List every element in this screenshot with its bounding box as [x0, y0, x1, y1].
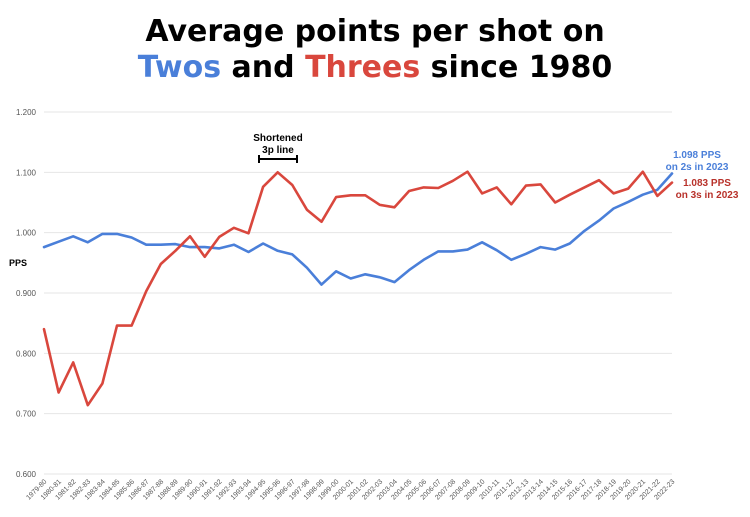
- y-tick-label: 1.100: [16, 168, 37, 177]
- title-line-2: Twos and Threes since 1980: [0, 50, 750, 86]
- threes-end-annotation: 1.083 PPS on 3s in 2023: [676, 178, 739, 201]
- title-threes: Threes: [305, 50, 421, 85]
- title-and: and: [221, 50, 306, 85]
- y-tick-label: 0.900: [16, 289, 37, 298]
- shortened-label-line1: Shortened: [253, 133, 302, 144]
- y-tick-label: 1.000: [16, 229, 37, 238]
- series-line-threes: [42, 170, 674, 407]
- shortened-3p-annotation: Shortened 3p line: [253, 133, 303, 163]
- y-axis-ticks: 0.600 0.700 0.800 0.900 1.000 1.100 1.200: [16, 108, 37, 479]
- title-since: since 1980: [420, 50, 613, 85]
- shortened-label-line2: 3p line: [262, 145, 294, 156]
- threes-end-label-line2: on 3s in 2023: [676, 190, 739, 201]
- grid: [44, 111, 672, 475]
- y-tick-label: 0.800: [16, 349, 37, 358]
- twos-end-annotation: 1.098 PPS on 2s in 2023: [666, 150, 729, 173]
- y-tick-label: 1.200: [16, 108, 37, 117]
- y-tick-label: 0.700: [16, 410, 37, 419]
- chart-title: Average points per shot on Twos and Thre…: [0, 14, 750, 86]
- y-tick-label: 0.600: [16, 470, 37, 479]
- title-twos: Twos: [137, 50, 222, 85]
- y-axis-label: PPS: [9, 258, 27, 268]
- series: [42, 170, 674, 407]
- title-line-1: Average points per shot on: [145, 14, 605, 49]
- series-line-twos: [42, 172, 674, 286]
- threes-end-label-line1: 1.083 PPS: [683, 178, 731, 189]
- twos-end-label-line2: on 2s in 2023: [666, 162, 729, 173]
- twos-end-label-line1: 1.098 PPS: [673, 150, 721, 161]
- x-axis-ticks: 1979-801980-811981-821982-831983-841984-…: [25, 478, 676, 501]
